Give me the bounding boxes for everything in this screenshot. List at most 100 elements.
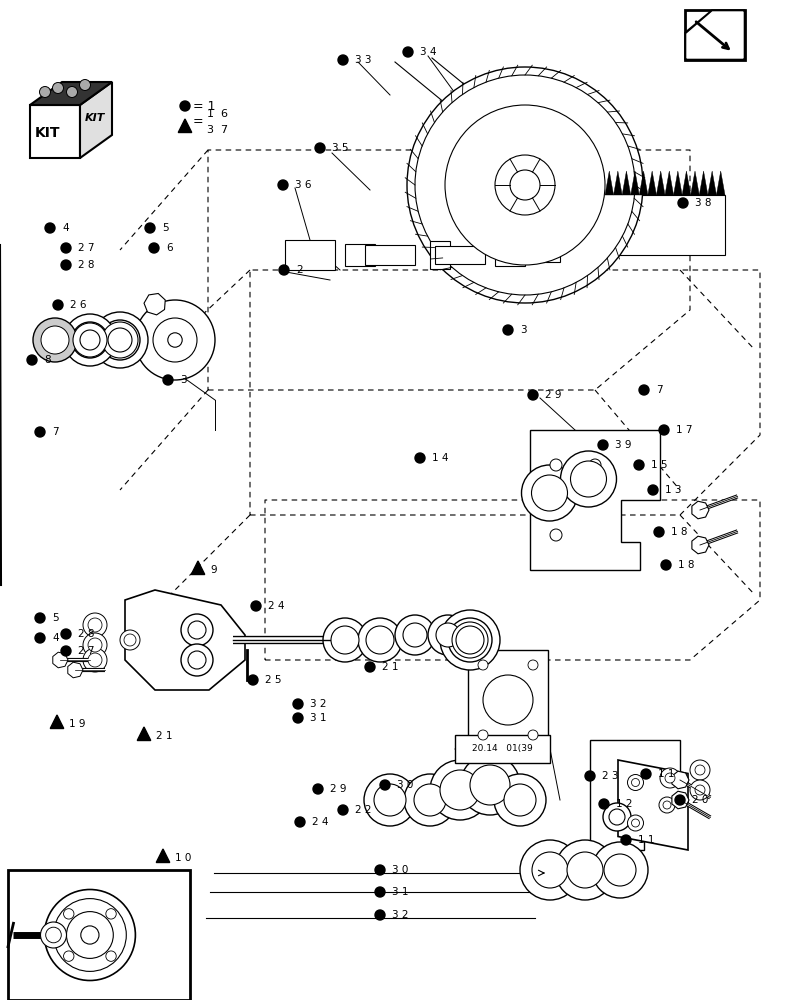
Circle shape: [640, 769, 650, 779]
Polygon shape: [691, 536, 708, 554]
Circle shape: [633, 460, 643, 470]
Circle shape: [293, 713, 303, 723]
Circle shape: [40, 87, 50, 98]
Circle shape: [677, 198, 687, 208]
Text: 5: 5: [162, 223, 169, 233]
Circle shape: [560, 451, 616, 507]
Circle shape: [80, 330, 100, 350]
Circle shape: [549, 459, 561, 471]
Circle shape: [519, 840, 579, 900]
Polygon shape: [638, 171, 647, 195]
Circle shape: [251, 601, 260, 611]
Circle shape: [108, 328, 132, 352]
Circle shape: [375, 887, 384, 897]
Circle shape: [81, 926, 99, 944]
Circle shape: [102, 322, 138, 358]
Circle shape: [478, 730, 487, 740]
Polygon shape: [621, 171, 630, 195]
Circle shape: [247, 675, 258, 685]
Circle shape: [591, 842, 647, 898]
Text: 2 5: 2 5: [264, 675, 281, 685]
Circle shape: [73, 323, 107, 357]
Circle shape: [124, 634, 135, 646]
Text: 7: 7: [655, 385, 662, 395]
Text: 2 3: 2 3: [601, 771, 618, 781]
Polygon shape: [125, 590, 245, 690]
Circle shape: [599, 799, 608, 809]
Circle shape: [493, 774, 545, 826]
Text: =: =: [193, 116, 204, 129]
Bar: [519, 248, 560, 262]
Circle shape: [597, 440, 607, 450]
Circle shape: [647, 485, 657, 495]
Circle shape: [363, 774, 415, 826]
Text: 2 1: 2 1: [381, 662, 398, 672]
Circle shape: [188, 651, 206, 669]
Text: 1 5: 1 5: [650, 460, 667, 470]
Circle shape: [603, 854, 635, 886]
Circle shape: [64, 314, 116, 366]
Circle shape: [394, 615, 435, 655]
Circle shape: [627, 774, 642, 790]
Polygon shape: [191, 561, 204, 574]
Circle shape: [375, 910, 384, 920]
Text: 7: 7: [52, 427, 58, 437]
Text: 2 6: 2 6: [70, 300, 87, 310]
Circle shape: [521, 465, 577, 521]
Polygon shape: [671, 791, 689, 809]
Bar: [285, 240, 335, 270]
Circle shape: [478, 660, 487, 670]
Circle shape: [323, 618, 367, 662]
Circle shape: [460, 755, 519, 815]
Circle shape: [402, 47, 413, 57]
Circle shape: [674, 795, 684, 805]
Text: 4: 4: [52, 633, 58, 643]
Circle shape: [331, 626, 358, 654]
Circle shape: [135, 300, 215, 380]
Polygon shape: [690, 171, 698, 195]
Circle shape: [27, 355, 37, 365]
Polygon shape: [50, 715, 64, 728]
Text: 3 3: 3 3: [354, 55, 371, 65]
Text: 1 7: 1 7: [676, 425, 692, 435]
Circle shape: [53, 82, 63, 94]
Circle shape: [414, 784, 445, 816]
Circle shape: [448, 618, 491, 662]
Circle shape: [54, 899, 127, 971]
Polygon shape: [671, 771, 689, 789]
Circle shape: [406, 67, 642, 303]
Circle shape: [312, 784, 323, 794]
Text: 20.14   01(39: 20.14 01(39: [471, 744, 532, 754]
Circle shape: [483, 675, 532, 725]
Circle shape: [375, 865, 384, 875]
Text: KIT: KIT: [84, 113, 105, 123]
Circle shape: [504, 784, 535, 816]
Circle shape: [440, 610, 500, 670]
Circle shape: [527, 660, 538, 670]
Text: 1 0: 1 0: [175, 853, 191, 863]
Circle shape: [495, 155, 554, 215]
Text: 3 9: 3 9: [614, 440, 631, 450]
Polygon shape: [30, 82, 112, 105]
Text: 3 0: 3 0: [397, 780, 413, 790]
Circle shape: [83, 633, 107, 657]
Polygon shape: [156, 849, 169, 862]
Circle shape: [181, 644, 212, 676]
Polygon shape: [691, 501, 708, 519]
Polygon shape: [604, 171, 613, 195]
Circle shape: [337, 805, 348, 815]
Polygon shape: [647, 171, 655, 195]
Circle shape: [653, 527, 663, 537]
Text: 3 1: 3 1: [392, 887, 408, 897]
Circle shape: [404, 774, 456, 826]
Circle shape: [35, 427, 45, 437]
Circle shape: [414, 75, 634, 295]
Circle shape: [531, 475, 567, 511]
Circle shape: [61, 629, 71, 639]
Bar: [684, 10, 744, 60]
Polygon shape: [178, 119, 191, 133]
Text: 3  7: 3 7: [207, 125, 228, 135]
Polygon shape: [617, 760, 687, 850]
Polygon shape: [80, 82, 112, 158]
Polygon shape: [664, 171, 673, 195]
